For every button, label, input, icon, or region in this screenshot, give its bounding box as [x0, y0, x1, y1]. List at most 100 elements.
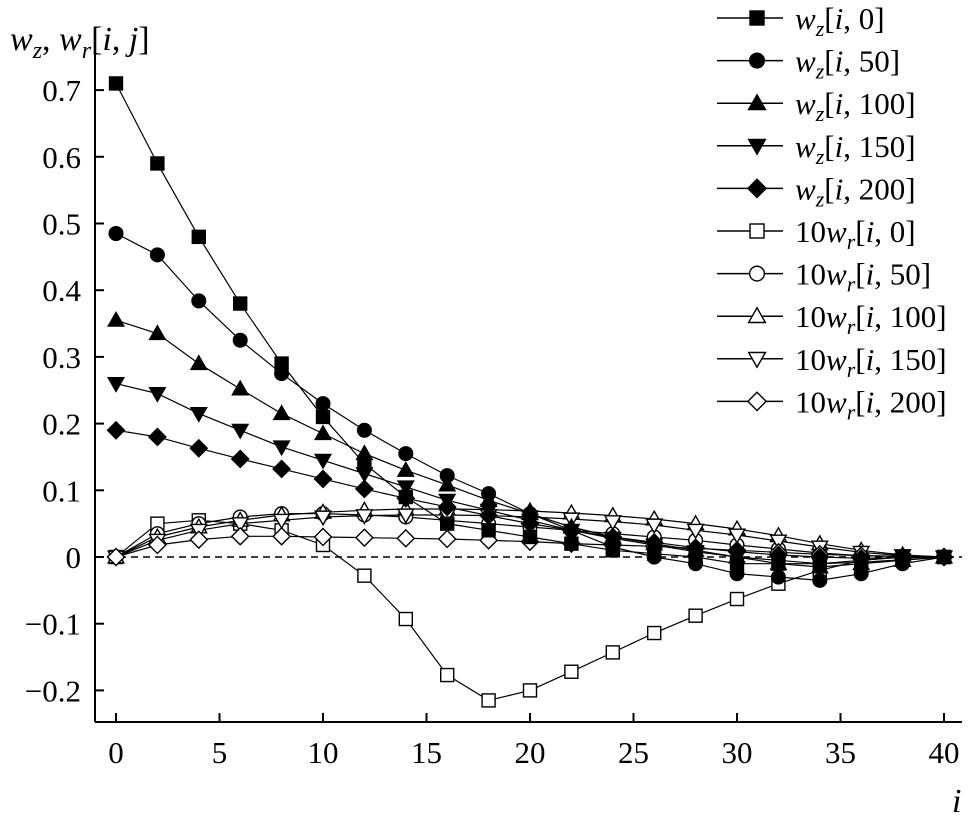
x-tick-label: 40 [929, 735, 960, 770]
legend-entry: wz[i, 0] [717, 1, 885, 41]
data-point [851, 548, 871, 568]
series-w-z-i-200- [106, 420, 954, 568]
data-point [727, 542, 747, 562]
legend-marker [747, 138, 767, 156]
legend-entry: wz[i, 200] [717, 171, 916, 211]
y-tick-label: 0.3 [42, 340, 81, 375]
data-point [440, 667, 455, 683]
data-point [189, 354, 208, 371]
legend-marker [747, 306, 767, 324]
x-axis-title: i [952, 783, 961, 820]
legend-marker [747, 93, 767, 111]
y-tick-label: 0.4 [42, 273, 81, 308]
data-point [231, 423, 250, 440]
data-point [603, 515, 622, 531]
data-point [561, 520, 581, 540]
data-point [108, 76, 124, 91]
data-point [688, 608, 703, 623]
data-point [148, 387, 167, 403]
legend-label: 10wr[i, 150] [795, 342, 947, 382]
data-point [812, 572, 828, 588]
y-axis-title: wz, wr[i, j] [10, 21, 150, 64]
legend-entry: wz[i, 50] [717, 44, 900, 84]
data-point [313, 424, 333, 441]
legend-entry: 10wr[i, 100] [717, 299, 947, 339]
data-point [191, 229, 207, 245]
data-point [147, 535, 167, 555]
legend-label: 10wr[i, 200] [795, 384, 947, 424]
y-tick-label: 0.5 [42, 207, 81, 242]
data-point [603, 527, 623, 547]
data-point [231, 379, 250, 396]
data-point [230, 449, 250, 469]
legend-entry: wz[i, 150] [717, 129, 916, 169]
data-point [440, 516, 455, 531]
x-tick-label: 35 [825, 735, 856, 770]
legend-label: 10wr[i, 50] [795, 257, 931, 297]
data-point [189, 438, 209, 458]
data-point [272, 440, 291, 457]
legend-entry: 10wr[i, 200] [717, 384, 947, 424]
data-point [313, 510, 333, 527]
data-point [189, 530, 209, 550]
x-tick-label: 30 [722, 735, 753, 770]
data-point [315, 396, 331, 412]
x-tick-label: 0 [108, 735, 124, 770]
data-point [232, 296, 248, 311]
legend-marker [746, 391, 768, 412]
x-tick-label: 20 [515, 735, 546, 770]
legend-marker [747, 351, 767, 369]
y-tick-label: 0.2 [42, 407, 81, 442]
data-point [437, 529, 457, 549]
data-point [645, 518, 664, 535]
data-point [232, 332, 248, 348]
legend-label: wz[i, 150] [795, 129, 916, 169]
legend-marker [748, 52, 766, 69]
y-tick-label: 0.7 [42, 73, 81, 108]
legend-label: 10wr[i, 0] [795, 214, 916, 254]
data-point [191, 293, 207, 309]
series-layer [106, 76, 954, 708]
data-point [398, 446, 414, 462]
data-point [520, 514, 540, 534]
data-point [686, 523, 705, 540]
data-point [934, 547, 954, 567]
data-point [106, 311, 126, 327]
data-point [479, 506, 499, 526]
legend-marker [749, 223, 765, 239]
y-tick-label: −0.1 [25, 607, 81, 642]
data-point [727, 528, 747, 545]
data-point [108, 225, 124, 242]
x-tick-label: 10 [308, 735, 339, 770]
legend-label: wz[i, 0] [795, 1, 885, 41]
data-point [189, 407, 208, 423]
legend-entry: 10wr[i, 50] [717, 257, 931, 297]
data-point [355, 444, 374, 461]
data-point [355, 509, 374, 525]
data-point [605, 645, 620, 660]
legend-marker [746, 178, 768, 199]
data-point [106, 377, 126, 393]
data-point [768, 545, 788, 565]
data-point [272, 526, 292, 546]
legend-label: wz[i, 200] [795, 171, 916, 211]
data-point [315, 409, 331, 425]
data-point [150, 156, 165, 171]
legend-label: wz[i, 100] [795, 86, 916, 126]
data-point [355, 467, 374, 483]
data-point [396, 488, 416, 508]
data-point [106, 420, 126, 440]
data-point [729, 591, 745, 607]
y-tick-label: 0.6 [42, 140, 81, 175]
y-tick-label: 0.1 [42, 473, 81, 508]
legend-label: 10wr[i, 100] [795, 299, 947, 339]
legend-entry: 10wr[i, 150] [717, 342, 947, 382]
data-point [106, 547, 126, 567]
data-point [481, 693, 496, 708]
data-point [272, 513, 291, 530]
data-point [313, 469, 333, 489]
data-point [231, 517, 250, 533]
data-point [729, 566, 745, 582]
data-point [396, 480, 415, 497]
